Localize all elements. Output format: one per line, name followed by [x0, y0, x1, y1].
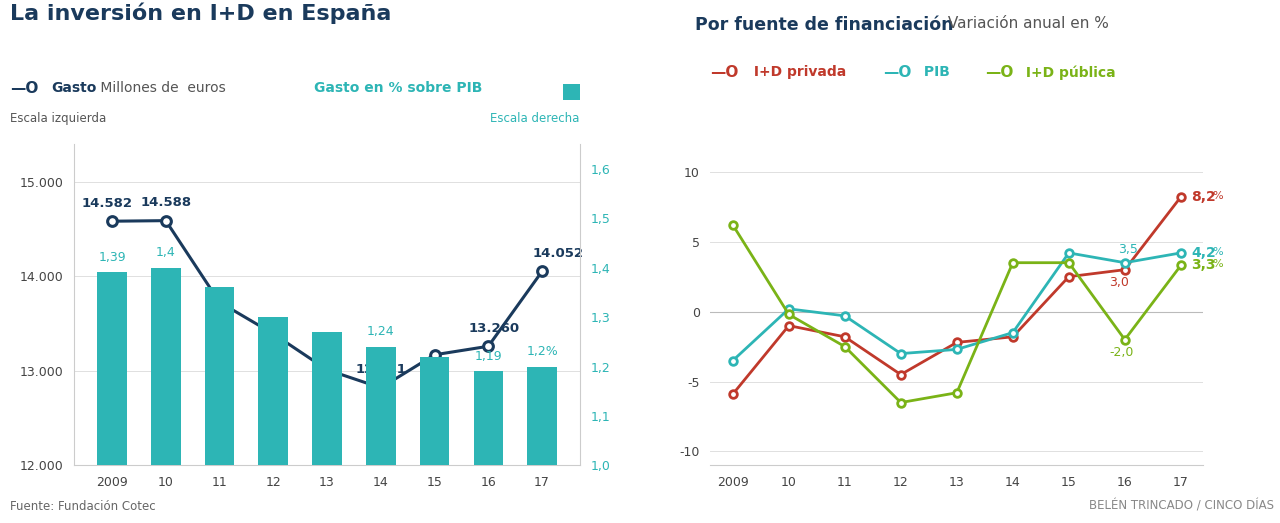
Bar	[151, 268, 180, 523]
Text: 14.588: 14.588	[141, 196, 191, 209]
Bar	[205, 287, 234, 523]
Text: Millones de  euros: Millones de euros	[96, 81, 225, 95]
Text: 14.052: 14.052	[532, 247, 584, 260]
Text: 3,5: 3,5	[1117, 243, 1138, 256]
Text: —O: —O	[10, 81, 38, 96]
Text: %: %	[1212, 246, 1224, 256]
Text: Por fuente de financiación: Por fuente de financiación	[695, 16, 954, 33]
Text: 1,4: 1,4	[156, 246, 175, 259]
Text: Variación anual en %: Variación anual en %	[943, 16, 1110, 31]
Text: La inversión en I+D en España: La inversión en I+D en España	[10, 3, 392, 24]
Text: 14.582: 14.582	[81, 197, 132, 210]
Text: BELÉN TRINCADO / CINCO DÍAS: BELÉN TRINCADO / CINCO DÍAS	[1088, 499, 1274, 513]
Text: Gasto: Gasto	[51, 81, 96, 95]
Text: I+D pública: I+D pública	[1021, 65, 1116, 80]
Bar	[259, 317, 288, 523]
Text: —O: —O	[883, 65, 911, 81]
Text: -2,0: -2,0	[1110, 346, 1134, 359]
Text: 8,2: 8,2	[1190, 190, 1216, 204]
Text: 4,2: 4,2	[1190, 246, 1216, 260]
Text: 1,24: 1,24	[367, 325, 394, 338]
Text: 3,0: 3,0	[1110, 276, 1129, 289]
Bar	[474, 371, 503, 523]
Text: I+D privada: I+D privada	[749, 65, 846, 79]
Text: PIB: PIB	[919, 65, 950, 79]
Bar	[366, 347, 396, 523]
Text: 1,2%: 1,2%	[526, 345, 558, 358]
Text: 13.260: 13.260	[468, 322, 520, 335]
Text: 3,3: 3,3	[1190, 258, 1216, 272]
Text: %: %	[1212, 190, 1224, 200]
Text: 1,39: 1,39	[99, 251, 125, 264]
Text: —O: —O	[986, 65, 1014, 81]
Bar	[312, 332, 342, 523]
Bar	[420, 357, 449, 523]
Text: %: %	[1212, 259, 1224, 269]
Text: 12.821: 12.821	[356, 363, 406, 377]
Text: Fuente: Fundación Cotec: Fuente: Fundación Cotec	[10, 499, 156, 513]
Text: 1,19: 1,19	[475, 349, 502, 362]
Text: Escala derecha: Escala derecha	[490, 112, 580, 125]
Text: —O: —O	[710, 65, 739, 81]
Bar	[527, 367, 557, 523]
Text: Escala izquierda: Escala izquierda	[10, 112, 106, 125]
Text: Gasto en % sobre PIB: Gasto en % sobre PIB	[314, 81, 483, 95]
Bar	[97, 272, 127, 523]
